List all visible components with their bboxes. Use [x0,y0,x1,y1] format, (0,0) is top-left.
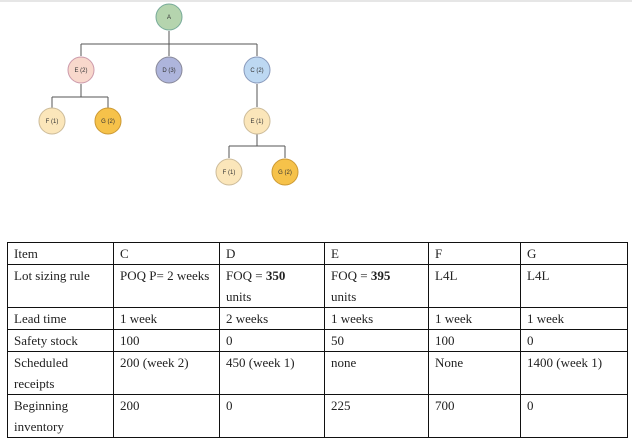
header-f: F [428,242,521,265]
node-g-2-right-label: G (2) [278,170,292,176]
lot-sizing-e-prefix: FOQ = [331,268,371,283]
table-header-row: Item C D E F G [7,242,628,265]
beginning-inventory-e: 225 [324,394,429,438]
beginning-inventory-c: 200 [113,394,220,438]
lot-sizing-d-prefix: FOQ = [226,268,266,283]
safety-stock-d: 0 [219,329,325,352]
tree-connectors [51,31,286,158]
scheduled-receipts-f: None [428,351,521,395]
header-e: E [324,242,429,265]
beginning-inventory-g: 0 [520,394,628,438]
lot-sizing-d: FOQ = 350 units [219,264,325,308]
lot-sizing-g: L4L [520,264,628,308]
lot-sizing-d-value: 350 [265,268,286,283]
node-e-1-label: E (1) [250,119,263,125]
lot-sizing-label: Lot sizing rule [7,264,114,308]
safety-stock-label: Safety stock [7,329,114,352]
scheduled-receipts-c: 200 (week 2) [113,351,220,395]
lot-sizing-e-value: 395 [370,268,391,283]
row-scheduled-receipts: Scheduled receipts 200 (week 2) 450 (wee… [7,351,628,395]
header-c: C [113,242,220,265]
node-d-3-label: D (3) [162,68,175,74]
lot-sizing-d-unit: units [226,289,252,304]
node-c-2-circle [243,56,271,84]
node-f-1-left-label: F (1) [46,119,59,125]
beginning-inventory-d: 0 [219,394,325,438]
row-safety-stock: Safety stock 100 0 50 100 0 [7,329,628,352]
lot-sizing-f: L4L [428,264,521,308]
top-divider [0,0,632,2]
node-f-1-right-label: F (1) [223,170,236,176]
node-c-2: C (2) [243,56,271,84]
lead-time-d: 2 weeks [219,307,325,330]
safety-stock-e: 50 [324,329,429,352]
node-e-1: E (1) [243,107,271,135]
lot-sizing-e-unit: units [331,289,357,304]
header-d: D [219,242,325,265]
node-c-2-label: C (2) [250,68,263,74]
lot-sizing-c: POQ P= 2 weeks [113,264,220,308]
lot-sizing-e: FOQ = 395 units [324,264,429,308]
header-item: Item [7,242,114,265]
node-a-circle [155,3,183,31]
node-a-label: A [167,15,171,21]
scheduled-receipts-e: none [324,351,429,395]
scheduled-receipts-g: 1400 (week 1) [520,351,628,395]
row-beginning-inventory: Beginning inventory 200 0 225 700 0 [7,394,628,438]
scheduled-receipts-d: 450 (week 1) [219,351,325,395]
node-g-2-left-circle [94,107,122,135]
node-g-2-left-label: G (2) [101,119,115,125]
lead-time-c: 1 week [113,307,220,330]
row-lead-time: Lead time 1 week 2 weeks 1 weeks 1 week … [7,307,628,330]
node-a: A [155,3,183,31]
node-g-2-right-circle [271,158,299,186]
node-f-1-left: F (1) [38,107,66,135]
safety-stock-c: 100 [113,329,220,352]
node-d-3: D (3) [155,56,183,84]
product-structure-tree: A E (2) D (3) C (2) F (1) G (2) E (1) F … [38,3,299,186]
node-f-1-right-circle [215,158,243,186]
node-d-3-circle [155,56,183,84]
node-e-1-circle [243,107,271,135]
lead-time-e: 1 weeks [324,307,429,330]
node-f-1-right: F (1) [215,158,243,186]
lead-time-label: Lead time [7,307,114,330]
beginning-inventory-label: Beginning inventory [7,394,114,438]
node-e-2: E (2) [67,56,95,84]
lead-time-g: 1 week [520,307,628,330]
node-f-1-left-circle [38,107,66,135]
node-e-2-label: E (2) [74,68,87,74]
beginning-inventory-f: 700 [428,394,521,438]
node-g-2-right: G (2) [271,158,299,186]
node-e-2-circle [67,56,95,84]
safety-stock-f: 100 [428,329,521,352]
node-g-2-left: G (2) [94,107,122,135]
row-lot-sizing: Lot sizing rule POQ P= 2 weeks FOQ = 350… [7,264,628,308]
inventory-data-table: Item C D E F G Lot sizing rule POQ P= 2 … [7,242,628,438]
header-g: G [520,242,628,265]
lead-time-f: 1 week [428,307,521,330]
scheduled-receipts-label: Scheduled receipts [7,351,114,395]
safety-stock-g: 0 [520,329,628,352]
